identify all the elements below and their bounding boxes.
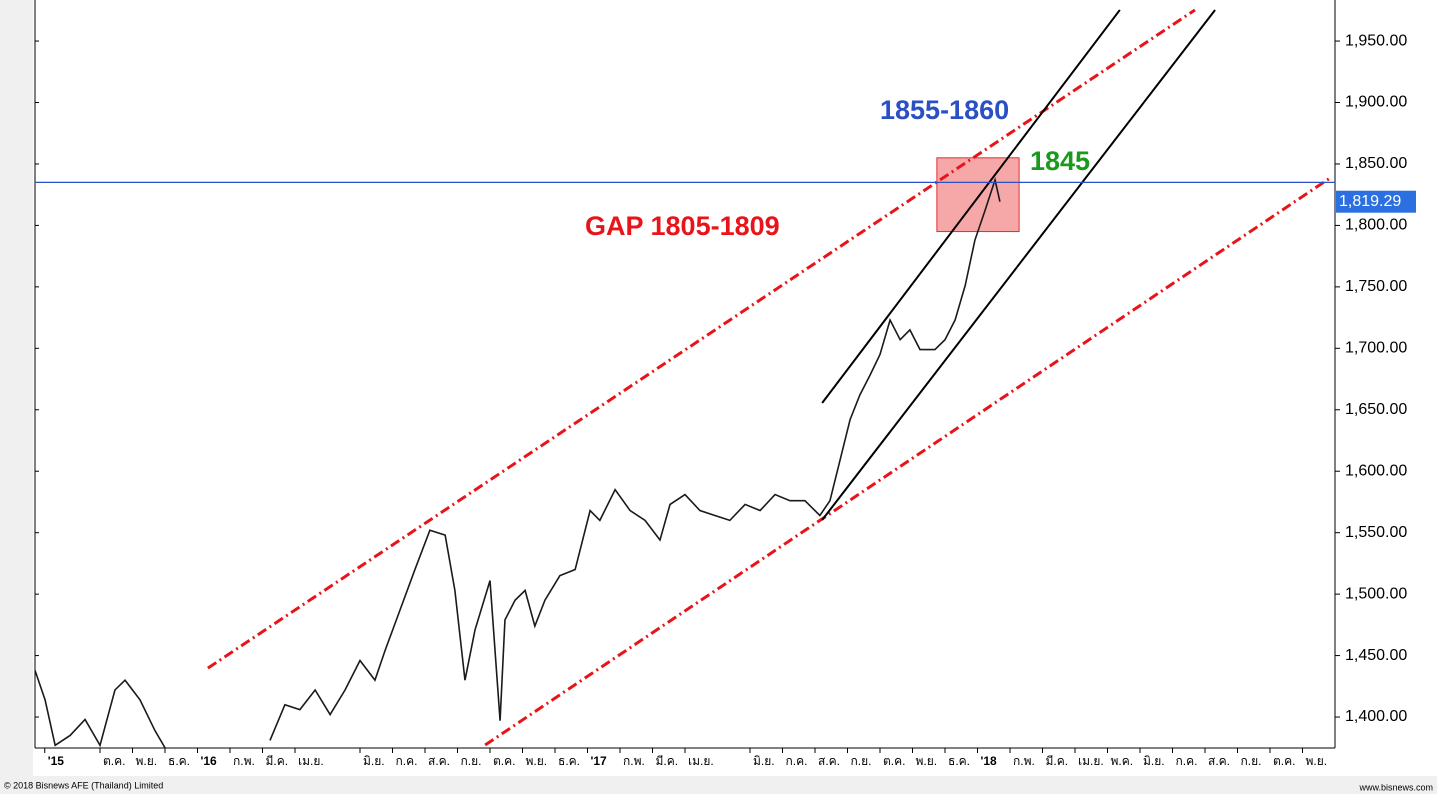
last-value-box [1336, 190, 1416, 213]
x-tick-label: ก.พ. [1013, 754, 1035, 768]
x-tick-label: มี.ค. [1046, 754, 1069, 768]
x-tick-label: ส.ค. [428, 754, 450, 768]
left-margin [0, 0, 33, 794]
y-tick-label: 1,600.00 [1345, 462, 1407, 479]
x-tick-label: เม.ย. [688, 754, 714, 768]
x-tick-label: มี.ค. [266, 754, 289, 768]
y-tick-label: 1,750.00 [1345, 278, 1407, 295]
trendline [821, 9, 1216, 521]
website: www.bisnews.com [1358, 782, 1433, 792]
x-tick-label: พ.ย. [1306, 754, 1328, 768]
gap-box [936, 157, 1020, 233]
x-tick-label: ต.ค. [493, 754, 516, 768]
x-tick-label: ก.ย. [1241, 754, 1262, 768]
price-series [269, 176, 1001, 741]
annotation: 1855-1860 [880, 95, 1009, 125]
y-tick-label: 1,900.00 [1345, 94, 1407, 111]
x-tick-label: พ.ย. [136, 754, 158, 768]
x-tick-label: ก.พ. [233, 754, 255, 768]
footer [0, 776, 1437, 794]
price-series [35, 670, 166, 748]
x-tick-label: ธ.ค. [948, 754, 970, 768]
y-tick-label: 1,450.00 [1345, 647, 1407, 664]
x-tick-label: ก.ค. [786, 754, 808, 768]
x-tick-label: ต.ค. [883, 754, 906, 768]
x-tick-label: เม.ย. [298, 754, 324, 768]
y-tick-label: 1,950.00 [1345, 32, 1407, 49]
x-tick-label: ต.ค. [1273, 754, 1296, 768]
y-tick-label: 1,700.00 [1345, 340, 1407, 357]
plot-area [35, 8, 1331, 748]
x-tick-label: มี.ค. [656, 754, 679, 768]
annotation: 1845 [1030, 146, 1090, 176]
x-tick-label: พ.ย. [916, 754, 938, 768]
annotation: GAP 1805-1809 [585, 211, 780, 241]
x-tick-label: เม.ย. [1078, 754, 1104, 768]
x-tick-label: พ.ค. [1111, 754, 1134, 768]
x-tick-label: ก.ย. [461, 754, 482, 768]
y-tick-label: 1,400.00 [1345, 708, 1407, 725]
x-tick-label: ธ.ค. [558, 754, 580, 768]
x-tick-label: ธ.ค. [168, 754, 190, 768]
y-tick-label: 1,650.00 [1345, 401, 1407, 418]
trendline [207, 8, 1196, 670]
x-tick-label: ต.ค. [103, 754, 126, 768]
trendline [821, 9, 1121, 404]
y-tick-label: 1,800.00 [1345, 217, 1407, 234]
x-tick-label: '18 [981, 754, 998, 768]
x-tick-label: มิ.ย. [1143, 754, 1165, 768]
y-tick-label: 1,500.00 [1345, 585, 1407, 602]
x-tick-label: มิ.ย. [363, 754, 385, 768]
y-tick-label: 1,850.00 [1345, 155, 1407, 172]
x-tick-label: ก.ย. [851, 754, 872, 768]
trendline [484, 176, 1331, 747]
x-tick-label: '15 [48, 754, 65, 768]
x-tick-label: ก.ค. [1176, 754, 1198, 768]
x-tick-label: ก.ค. [396, 754, 418, 768]
last-value-label: 1,819.29 [1339, 193, 1401, 210]
x-tick-label: ส.ค. [818, 754, 840, 768]
x-tick-label: '16 [201, 754, 218, 768]
x-tick-label: '17 [591, 754, 608, 768]
y-tick-label: 1,550.00 [1345, 524, 1407, 541]
x-tick-label: พ.ย. [526, 754, 548, 768]
x-tick-label: ก.พ. [623, 754, 645, 768]
x-tick-label: มิ.ย. [753, 754, 775, 768]
x-tick-label: ส.ค. [1208, 754, 1230, 768]
copyright: © 2018 Bisnews AFE (Thailand) Limited [4, 780, 163, 790]
